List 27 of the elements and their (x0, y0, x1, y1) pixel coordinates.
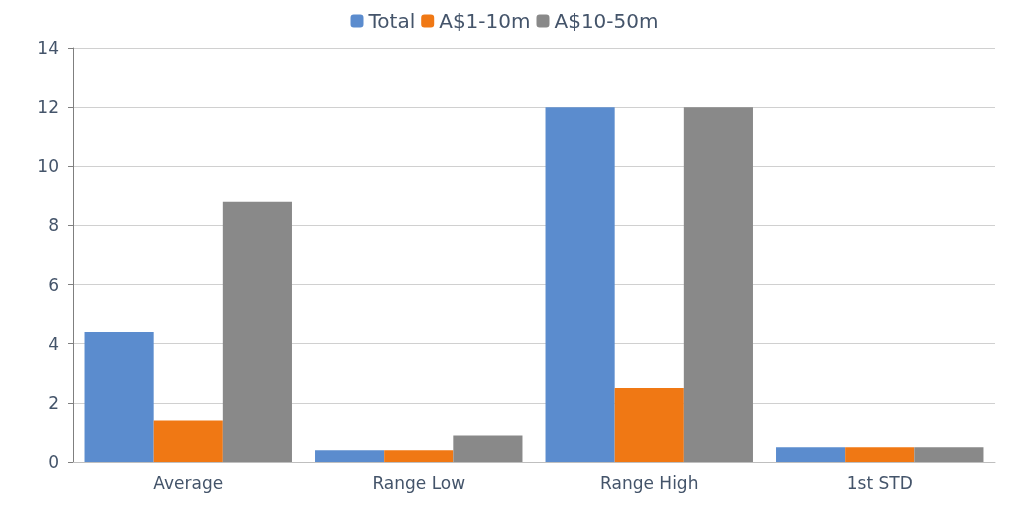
bar (315, 450, 385, 462)
legend-label: Total (367, 9, 416, 33)
bar (222, 201, 292, 462)
bar (153, 420, 223, 462)
bar (453, 435, 523, 462)
y-tick-label: 14 (37, 38, 59, 58)
legend-label: A$1-10m (439, 9, 531, 33)
x-tick-label: Range Low (372, 472, 466, 493)
y-tick-label: 12 (37, 97, 59, 118)
bar (84, 331, 154, 462)
bar (614, 388, 684, 462)
bar (845, 447, 915, 462)
bar (683, 107, 753, 462)
x-tick-label: Range High (600, 472, 699, 493)
legend-label: A$10-50m (554, 9, 659, 33)
bar (384, 450, 454, 462)
x-tick-label: 1st STD (846, 472, 913, 493)
y-tick-label: 6 (48, 274, 59, 295)
bar (545, 107, 615, 462)
bar (914, 447, 984, 462)
y-tick-label: 4 (48, 333, 59, 354)
y-tick-label: 0 (48, 452, 59, 472)
bar (776, 447, 846, 462)
y-tick-label: 10 (37, 156, 59, 177)
y-tick-label: 2 (48, 392, 59, 413)
y-tick-label: 8 (48, 215, 59, 236)
x-tick-label: Average (153, 472, 224, 493)
